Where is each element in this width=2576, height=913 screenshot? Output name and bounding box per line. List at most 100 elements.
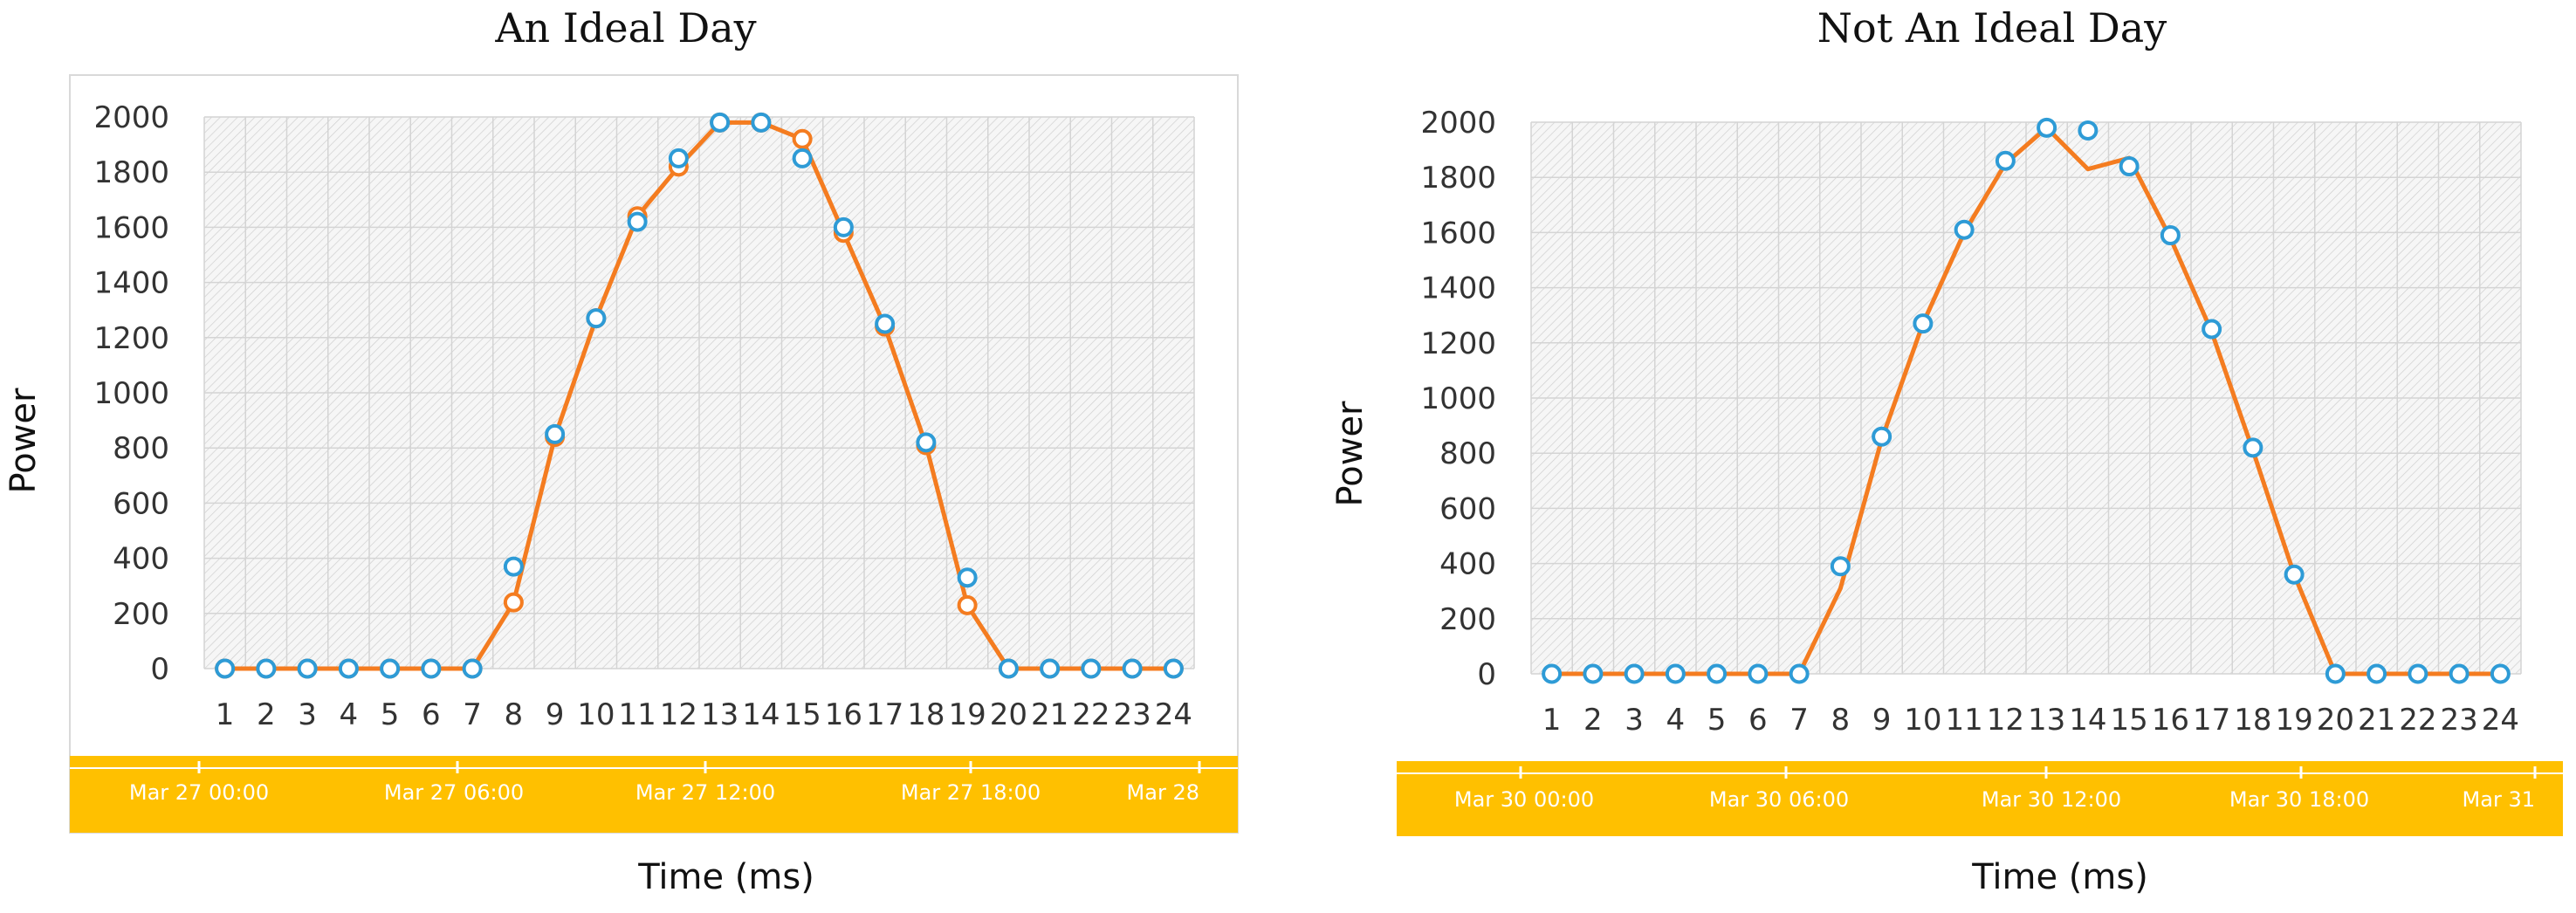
data-point-marker bbox=[1542, 663, 1563, 684]
data-point-marker bbox=[462, 658, 483, 679]
data-point-marker bbox=[2160, 225, 2181, 246]
data-point-marker bbox=[2408, 663, 2428, 684]
y-tick-label: 1600 bbox=[1420, 216, 1496, 251]
x-tick-label: 11 bbox=[618, 697, 656, 732]
timeline-label: Mar 27 18:00 bbox=[901, 780, 1041, 805]
gridlines bbox=[203, 116, 1195, 669]
data-point-marker bbox=[751, 112, 772, 133]
timeline-label: Mar 27 12:00 bbox=[635, 780, 775, 805]
timeline-labels: Mar 30 00:00 Mar 30 06:00 Mar 30 12:00 Mar … bbox=[1454, 766, 2537, 812]
data-point-marker bbox=[1830, 556, 1851, 577]
x-tick-label: 11 bbox=[1945, 703, 1982, 738]
data-point-marker bbox=[957, 567, 978, 588]
series-group bbox=[1542, 117, 2511, 684]
x-tick-label: 4 bbox=[340, 697, 359, 732]
data-point-marker bbox=[1583, 663, 1604, 684]
data-point-marker bbox=[2119, 156, 2140, 177]
data-point-marker bbox=[1995, 150, 2016, 171]
x-tick-label: 23 bbox=[2440, 703, 2477, 738]
y-tick-label: 1800 bbox=[1420, 161, 1496, 196]
x-tick-label: 15 bbox=[2110, 703, 2147, 738]
y-tick-label: 800 bbox=[1439, 436, 1496, 471]
x-tick-label: 5 bbox=[381, 697, 400, 732]
data-point-marker bbox=[2449, 663, 2470, 684]
data-point-marker bbox=[1163, 658, 1184, 679]
data-point-marker bbox=[916, 432, 937, 453]
x-tick-label: 19 bbox=[2275, 703, 2312, 738]
x-tick-label: 24 bbox=[1155, 697, 1192, 732]
x-tick-label: 21 bbox=[1031, 697, 1068, 732]
timeline-label: Mar 30 06:00 bbox=[1709, 787, 1849, 812]
x-tick-label: 3 bbox=[298, 697, 317, 732]
x-tick-label: 10 bbox=[577, 697, 615, 732]
x-tick-label: 13 bbox=[2028, 703, 2065, 738]
x-axis-label: Time (ms) bbox=[1971, 857, 2148, 897]
data-point-marker bbox=[1040, 658, 1061, 679]
y-tick-label: 1600 bbox=[93, 210, 169, 245]
x-tick-label: 18 bbox=[2234, 703, 2271, 738]
data-point-marker bbox=[2490, 663, 2511, 684]
data-point-marker bbox=[2037, 117, 2057, 138]
x-tick-label: 10 bbox=[1904, 703, 1941, 738]
data-point-marker bbox=[421, 658, 442, 679]
y-tick-labels: 0 200 400 600 800 1000 1200 1400 1600 1800 2000 bbox=[1420, 106, 1496, 692]
x-tick-label: 22 bbox=[2399, 703, 2436, 738]
timeline-label: Mar 30 00:00 bbox=[1454, 787, 1594, 812]
x-tick-label: 5 bbox=[1707, 703, 1727, 738]
data-point-marker bbox=[833, 216, 854, 237]
timeline-label: Mar 30 12:00 bbox=[1982, 787, 2121, 812]
timeline-label: Mar 27 06:00 bbox=[384, 780, 524, 805]
data-point-marker bbox=[215, 658, 236, 679]
x-tick-label: 20 bbox=[990, 697, 1027, 732]
x-tick-label: 6 bbox=[1748, 703, 1768, 738]
y-tick-label: 200 bbox=[113, 597, 169, 632]
data-point-marker bbox=[586, 308, 607, 329]
data-point-marker bbox=[792, 128, 813, 149]
x-tick-label: 7 bbox=[463, 697, 482, 732]
data-point-marker bbox=[1081, 658, 1102, 679]
data-point-marker bbox=[957, 594, 978, 615]
y-tick-label: 600 bbox=[1439, 491, 1496, 526]
data-point-marker bbox=[1954, 219, 1975, 240]
data-point-marker bbox=[1748, 663, 1769, 684]
x-axis-label: Time (ms) bbox=[637, 857, 814, 897]
data-point-marker bbox=[256, 658, 277, 679]
y-tick-label: 400 bbox=[113, 542, 169, 577]
x-tick-label: 17 bbox=[866, 697, 903, 732]
data-point-marker bbox=[1913, 313, 1934, 334]
x-tick-label: 8 bbox=[1831, 703, 1851, 738]
y-tick-label: 400 bbox=[1439, 547, 1496, 582]
chart-title: Not An Ideal Day bbox=[1817, 4, 2167, 51]
y-tick-label: 1000 bbox=[93, 376, 169, 411]
x-tick-label: 20 bbox=[2317, 703, 2354, 738]
y-tick-label: 1800 bbox=[93, 155, 169, 190]
y-tick-label: 200 bbox=[1439, 602, 1496, 637]
x-tick-label: 19 bbox=[948, 697, 986, 732]
y-tick-label: 800 bbox=[113, 431, 169, 466]
data-point-marker bbox=[503, 592, 524, 613]
x-tick-label: 4 bbox=[1666, 703, 1686, 738]
timeline-label: Mar 27 00:00 bbox=[129, 780, 269, 805]
x-tick-label: 12 bbox=[1987, 703, 2024, 738]
y-tick-label: 1200 bbox=[1420, 326, 1496, 361]
timeline-label: Mar 30 18:00 bbox=[2229, 787, 2369, 812]
x-tick-label: 7 bbox=[1789, 703, 1809, 738]
timeline-label: Mar 28 bbox=[1127, 780, 1199, 805]
data-point-marker bbox=[1665, 663, 1686, 684]
x-tick-label: 12 bbox=[660, 697, 697, 732]
x-tick-label: 1 bbox=[216, 697, 235, 732]
chart-not-ideal-day: Not An Ideal Day 02004006008001000120014… bbox=[1330, 4, 2564, 897]
data-point-marker bbox=[2243, 437, 2263, 458]
data-point-marker bbox=[1624, 663, 1645, 684]
x-tick-label: 21 bbox=[2358, 703, 2395, 738]
y-tick-label: 2000 bbox=[93, 100, 169, 135]
y-tick-label: 1400 bbox=[93, 266, 169, 301]
y-tick-label: 1000 bbox=[1420, 381, 1496, 416]
data-point-marker bbox=[2284, 564, 2305, 585]
x-tick-label: 14 bbox=[2069, 703, 2106, 738]
data-point-marker bbox=[1707, 663, 1728, 684]
x-tick-label: 8 bbox=[505, 697, 524, 732]
x-tick-label: 6 bbox=[422, 697, 441, 732]
x-tick-label: 9 bbox=[546, 697, 565, 732]
series-group bbox=[215, 112, 1184, 679]
